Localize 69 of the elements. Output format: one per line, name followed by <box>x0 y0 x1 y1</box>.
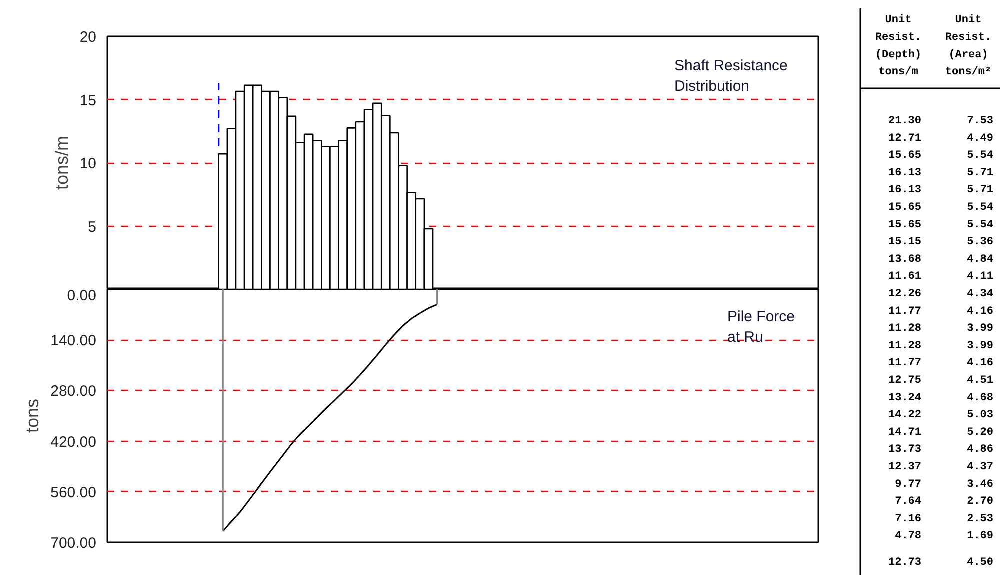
text: 11.28 <box>888 340 922 352</box>
text: 12.71 <box>888 132 922 145</box>
text: 15.65 <box>888 219 922 232</box>
text: 4.86 <box>967 444 994 456</box>
text: 13.68 <box>888 254 922 266</box>
y-axis-title: tons <box>22 398 43 434</box>
y-tick-label: 20 <box>80 29 97 46</box>
y-axis-title: tons/m <box>52 136 72 190</box>
y-tick-label: 10 <box>80 156 97 172</box>
text: 5.54 <box>967 202 994 214</box>
y-tick-label: 560.00 <box>50 484 97 502</box>
y-tick-label: 15 <box>80 92 97 110</box>
text: Unit Resist. (Area) tons/m² <box>945 14 992 79</box>
text: 5.20 <box>967 426 994 439</box>
text: 15.15 <box>888 236 922 249</box>
text: 5.03 <box>967 410 994 422</box>
text: 4.49 <box>967 132 994 145</box>
text: 14.71 <box>888 426 922 439</box>
text: 4.37 <box>967 462 994 474</box>
text: 2.53 <box>967 513 994 526</box>
text: 4.51 <box>967 375 994 387</box>
text: 2.70 <box>967 496 994 508</box>
text: 12.37 <box>888 462 922 474</box>
text: 4.16 <box>967 306 994 318</box>
text: 5.54 <box>967 219 994 232</box>
text: 5.71 <box>967 184 994 197</box>
text: 4.16 <box>967 358 994 370</box>
annotation: Pile Force at Ru <box>728 308 796 346</box>
text: 15.65 <box>888 150 922 162</box>
text: 5.54 <box>967 150 994 162</box>
y-tick-label: 420.00 <box>50 434 97 451</box>
text: 3.99 <box>967 323 994 336</box>
text: 4.78 <box>895 530 922 543</box>
text: 21.30 <box>888 116 922 128</box>
text: 3.46 <box>967 478 994 491</box>
annotation: Shaft Resistance Distribution <box>674 58 788 95</box>
text: 7.16 <box>895 513 922 526</box>
text: 7.64 <box>895 496 922 508</box>
text: 16.13 <box>888 167 922 180</box>
text: 16.13 <box>888 184 922 197</box>
text: 13.24 <box>888 392 922 404</box>
y-tick-label: 0.00 <box>67 288 97 304</box>
text: 4.50 <box>967 557 994 569</box>
text: 1.69 <box>967 530 994 543</box>
text: 14.22 <box>888 410 922 422</box>
text: 12.73 <box>888 557 922 569</box>
text: 13.73 <box>888 444 922 456</box>
text: 11.61 <box>888 271 922 284</box>
text: 4.11 <box>967 271 994 284</box>
text: 9.77 <box>895 478 922 491</box>
text: 11.77 <box>888 358 922 370</box>
text: 3.99 <box>967 340 994 352</box>
text: 4.34 <box>967 288 994 300</box>
text: 5.36 <box>967 236 994 249</box>
line-series <box>222 304 438 532</box>
text: 4.68 <box>967 392 994 404</box>
text: 4.84 <box>967 254 994 266</box>
text: 12.26 <box>888 288 922 300</box>
text: 7.53 <box>967 116 994 128</box>
text: 11.77 <box>888 306 922 318</box>
y-tick-label: 700.00 <box>50 535 97 552</box>
text: 12.75 <box>888 375 922 387</box>
y-tick-label: 140.00 <box>50 332 97 350</box>
text: Unit Resist. (Depth) tons/m <box>875 14 922 79</box>
text: 11.28 <box>888 323 922 336</box>
text: 5.71 <box>967 167 994 180</box>
text: 15.65 <box>888 202 922 214</box>
y-tick-label: 280.00 <box>50 383 97 400</box>
y-tick-label: 5 <box>88 218 96 236</box>
